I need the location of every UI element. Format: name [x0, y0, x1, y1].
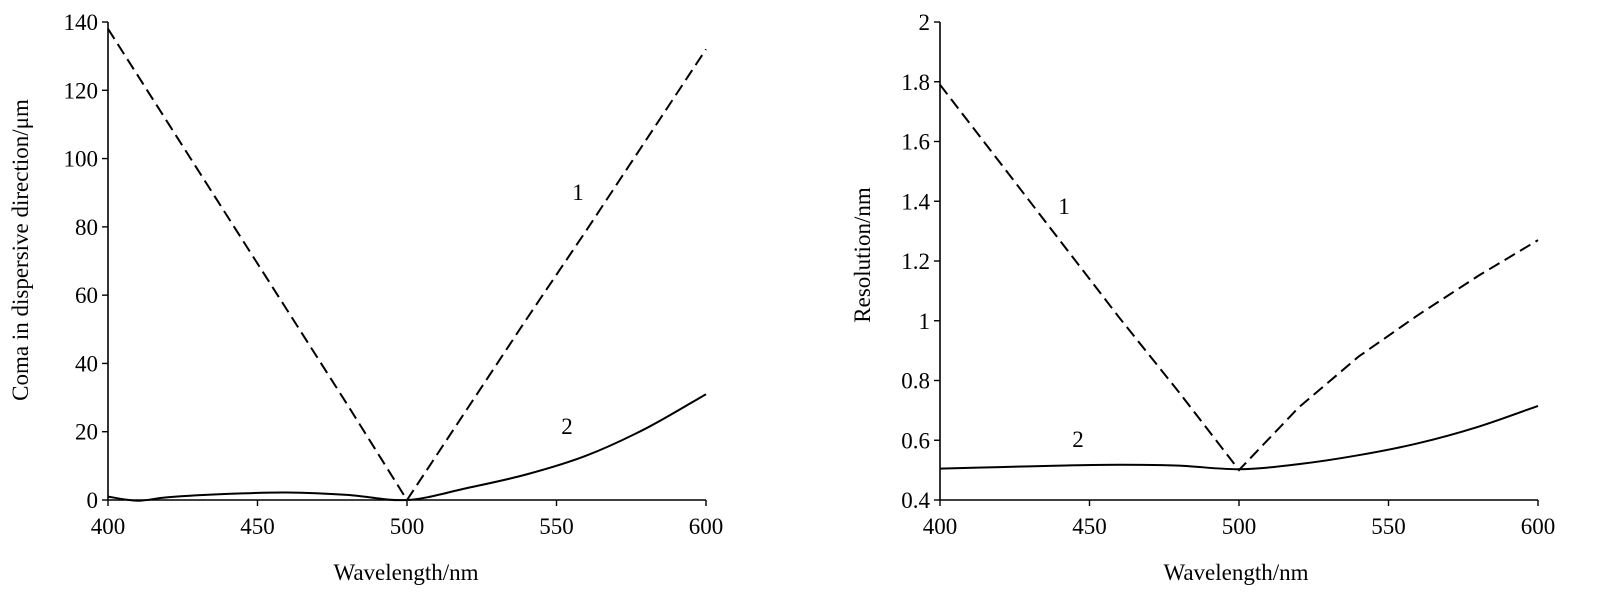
y-tick-label: 0.6: [901, 428, 930, 453]
y-tick-label: 2: [919, 10, 931, 35]
y-tick-label: 0.4: [901, 488, 930, 513]
series-1-line: [939, 84, 1539, 472]
y-tick-label: 120: [64, 78, 99, 103]
x-tick-label: 500: [390, 514, 425, 539]
y-tick-label: 40: [75, 351, 98, 376]
y-axis-title-right: Resolution/nm: [850, 187, 875, 323]
y-tick-label: 60: [75, 283, 98, 308]
series-1-label: 1: [1058, 194, 1070, 219]
series-1-label: 1: [572, 180, 584, 205]
y-tick-label: 20: [75, 420, 98, 445]
y-tick-label: 1.6: [901, 130, 930, 155]
x-tick-label: 600: [689, 514, 724, 539]
series-2-label: 2: [561, 414, 573, 439]
y-tick-label: 0: [87, 488, 99, 513]
chart-left-coma: Wavelength/nm Coma in dispersive directi…: [8, 10, 723, 585]
y-tick-label: 140: [64, 10, 99, 35]
series-2-line: [107, 393, 707, 502]
x-tick-label: 600: [1521, 514, 1556, 539]
y-tick-label: 1.8: [901, 70, 930, 95]
y-tick-label: 1: [919, 309, 931, 334]
x-tick-label: 400: [923, 514, 958, 539]
series-2-line: [939, 404, 1539, 471]
x-tick-label: 400: [91, 514, 126, 539]
series-1-line: [107, 28, 707, 502]
y-tick-label: 80: [75, 215, 98, 240]
x-axis-title-right: Wavelength/nm: [1163, 560, 1308, 585]
y-tick-label: 1.4: [901, 189, 930, 214]
y-tick-label: 0.8: [901, 369, 930, 394]
x-tick-label: 550: [1371, 514, 1406, 539]
x-tick-label: 450: [240, 514, 275, 539]
x-tick-label: 550: [539, 514, 574, 539]
x-axis-title-left: Wavelength/nm: [333, 560, 478, 585]
x-tick-label: 500: [1222, 514, 1257, 539]
y-tick-label: 100: [64, 147, 99, 172]
y-axis-title-left: Coma in dispersive direction/μm: [8, 99, 33, 401]
x-tick-label: 450: [1072, 514, 1107, 539]
series-2-label: 2: [1072, 427, 1084, 452]
y-tick-label: 1.2: [901, 249, 930, 274]
chart-right-resolution: Wavelength/nm Resolution/nm 0.4 0.6 0.8 1 1.…: [850, 10, 1555, 585]
